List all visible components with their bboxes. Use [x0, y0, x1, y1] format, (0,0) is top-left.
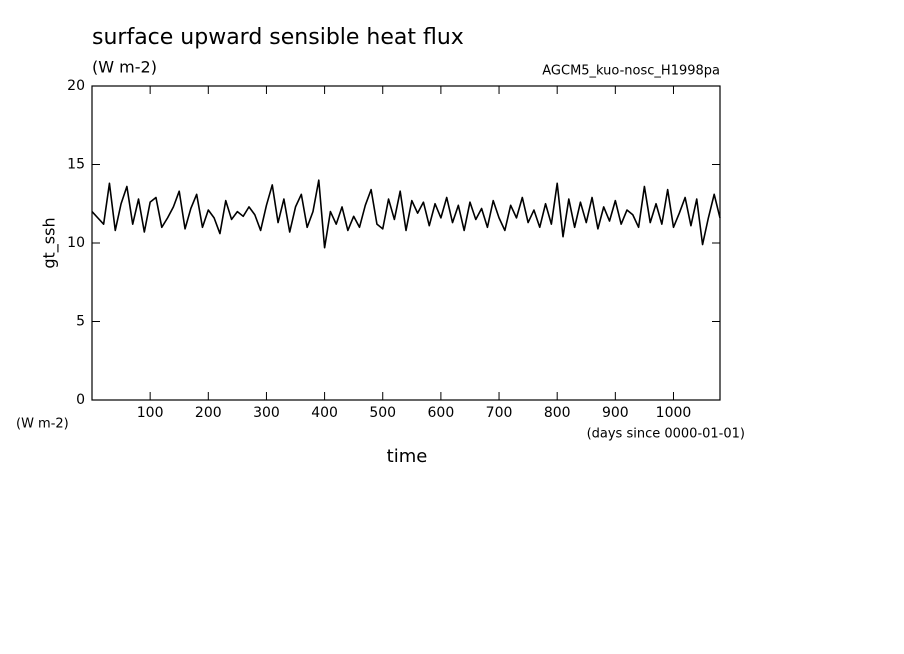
x-tick-label: 900	[602, 405, 629, 421]
y-tick-label: 10	[67, 235, 85, 251]
y-tick-label: 15	[67, 157, 85, 173]
annotation: AGCM5_kuo-nosc_H1998pa	[542, 64, 720, 79]
x-tick-label: 600	[428, 405, 455, 421]
x-tick-label: 300	[253, 405, 280, 421]
y-tick-label: 20	[67, 78, 85, 94]
x-tick-label: 500	[369, 405, 396, 421]
x-tick-label: 400	[311, 405, 338, 421]
data-line	[91, 179, 721, 249]
y-unit: (W m-2)	[16, 417, 69, 432]
x-tick-label: 200	[195, 405, 222, 421]
y-axis-label: gt_ssh	[40, 217, 60, 268]
x-tick-label: 100	[137, 405, 164, 421]
chart-title: surface upward sensible heat flux	[92, 25, 464, 50]
y-tick-label: 0	[76, 392, 85, 408]
chart-subtitle: (W m-2)	[92, 58, 157, 77]
x-unit: (days since 0000-01-01)	[587, 427, 745, 442]
x-tick-label: 800	[544, 405, 571, 421]
y-tick-label: 5	[76, 314, 85, 330]
x-axis-label: time	[387, 446, 428, 467]
x-tick-label: 1000	[656, 405, 692, 421]
plot-frame	[91, 85, 721, 401]
x-tick-label: 700	[486, 405, 513, 421]
